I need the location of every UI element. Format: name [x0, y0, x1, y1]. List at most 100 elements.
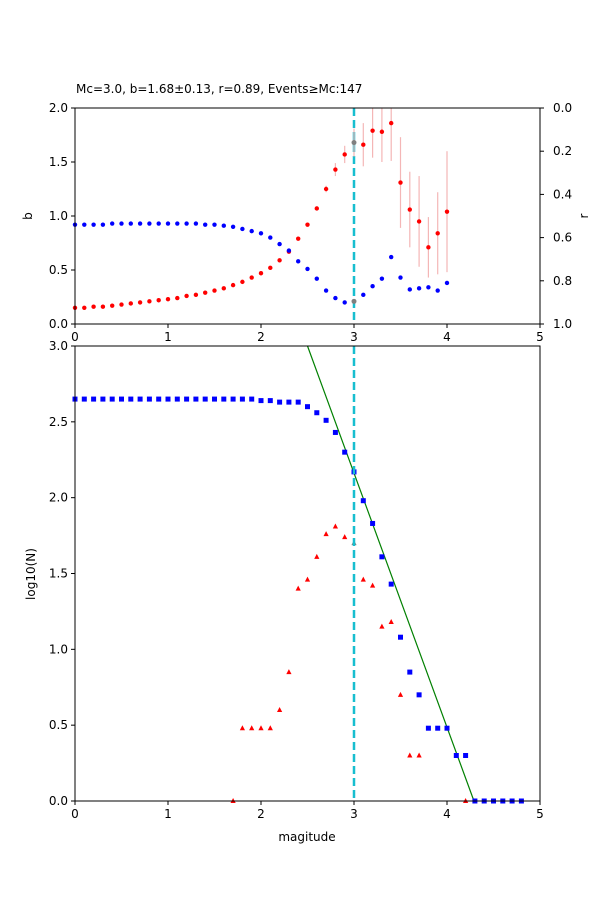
b-value-point: [240, 279, 245, 285]
bottom-y-axis-label: log10(N): [24, 548, 38, 600]
top-x-tick-label: 4: [443, 330, 451, 344]
noncumulative-point: [258, 725, 264, 731]
b-value-point: [137, 300, 143, 305]
b-value-point: [193, 292, 199, 298]
b-value-point: [296, 236, 301, 241]
chart-title: Mc=3.0, b=1.68±0.13, r=0.89, Events≥Mc:1…: [76, 82, 362, 96]
noncumulative-point: [360, 576, 366, 582]
r-value-point: [444, 280, 450, 286]
r-value-point: [435, 288, 440, 293]
b-value-point: [91, 304, 96, 309]
noncumulative-point: [295, 585, 301, 591]
cumulative-point: [416, 692, 422, 698]
b-value-point: [407, 207, 412, 212]
b-value-point: [314, 206, 319, 211]
b-value-point: [416, 219, 422, 224]
r-value-point: [370, 284, 375, 289]
r-value-point: [203, 222, 208, 227]
r-value-point: [82, 222, 87, 227]
cumulative-point: [323, 417, 329, 423]
b-value-point: [277, 258, 282, 263]
b-value-point: [165, 296, 171, 302]
r-value-point: [333, 295, 338, 301]
bottom-x-tick-label: 0: [71, 807, 79, 821]
cumulative-point: [388, 581, 394, 587]
top-y-tick-label: 0.5: [49, 263, 68, 277]
b-value-point: [342, 152, 347, 157]
b-value-point: [230, 282, 236, 288]
cumulative-point: [221, 396, 227, 402]
noncumulative-point: [314, 553, 320, 559]
top-x-tick-label: 5: [536, 330, 544, 344]
top-x-tick-label: 1: [164, 330, 172, 344]
b-value-point: [435, 231, 440, 236]
cumulative-point: [407, 669, 413, 675]
bottom-y-tick-label: 3.0: [49, 339, 68, 353]
b-value-point: [221, 286, 226, 291]
cumulative-point: [230, 396, 236, 402]
cumulative-point: [137, 396, 143, 402]
cumulative-point: [444, 725, 450, 731]
r-value-point: [314, 276, 319, 281]
b-value-point: [426, 245, 431, 250]
bottom-x-tick-label: 1: [164, 807, 172, 821]
r-value-point: [361, 292, 366, 298]
r-value-point: [137, 221, 143, 226]
top-y-tick-label: 1.5: [49, 155, 68, 169]
cumulative-point: [202, 396, 208, 402]
bottom-ticks: 0 1 2 3 4 5 0.0 0.5 1.0 1.5 2.0 2.5 3.0: [49, 339, 544, 821]
b-value-point: [268, 265, 273, 271]
r-value-point: [268, 235, 273, 240]
r-value-point: [119, 221, 124, 226]
r-value-point: [165, 221, 171, 226]
cumulative-point: [332, 429, 338, 435]
cumulative-point: [295, 399, 301, 405]
bottom-y-tick-label: 1.0: [49, 642, 68, 656]
b-value-point: [333, 167, 338, 172]
noncumulative-point: [332, 523, 338, 529]
top-y-tick-label: 0.0: [49, 317, 68, 331]
r-value-point: [407, 287, 412, 292]
bottom-y-tick-label: 0.5: [49, 718, 68, 732]
noncumulative-point: [416, 752, 422, 758]
r-value-point: [379, 276, 385, 281]
b-value-point: [370, 128, 375, 133]
b-value-point: [203, 290, 208, 295]
bottom-axes-frame: [74, 345, 541, 802]
cumulative-point: [360, 498, 366, 504]
cumulative-point: [286, 399, 292, 405]
cumulative-point: [314, 410, 320, 416]
cumulative-point: [156, 396, 162, 402]
top-axes-frame: [74, 107, 541, 325]
cumulative-point: [425, 725, 431, 731]
b-value-panel: Mc=3.0, b=1.68±0.13, r=0.89, Events≥Mc:1…: [21, 82, 591, 344]
r-value-point: [342, 300, 347, 305]
noncumulative-point: [342, 534, 348, 540]
b-value-point: [305, 222, 310, 227]
cumulative-point: [249, 396, 255, 402]
top-x-tick-label: 2: [257, 330, 265, 344]
top-x-tick-label: 0: [71, 330, 79, 344]
b-value-point: [398, 180, 403, 185]
noncumulative-point: [370, 582, 376, 588]
top-y-tick-label: 2.0: [49, 101, 68, 115]
top-y2-tick-label: 0.4: [553, 187, 572, 201]
r-value-point: [212, 222, 217, 227]
top-y-axis-label: b: [21, 212, 35, 220]
noncumulative-point: [249, 725, 255, 731]
noncumulative-point: [397, 691, 404, 697]
b-value-point: [212, 288, 217, 293]
r-value-point: [230, 224, 236, 229]
cumulative-point: [100, 396, 106, 402]
b-value-point: [119, 302, 124, 307]
cumulative-point: [91, 396, 97, 402]
magnitude-frequency-panel: 0 1 2 3 4 5 0.0 0.5 1.0 1.5 2.0 2.5 3.0 magitude log…: [24, 339, 544, 844]
r-value-point: [100, 222, 106, 227]
cumulative-point: [146, 396, 152, 402]
b-value-point: [110, 303, 115, 308]
noncumulative-point: [277, 707, 283, 712]
b-value-point: [156, 298, 161, 303]
top-y2-tick-label: 0.2: [553, 144, 572, 158]
r-value-point: [389, 254, 394, 260]
